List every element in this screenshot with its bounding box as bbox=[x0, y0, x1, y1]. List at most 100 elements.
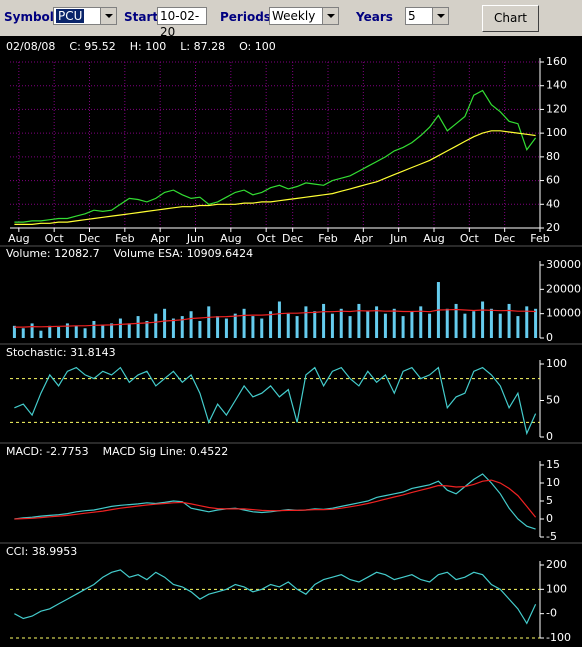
y-tick-label: 10 bbox=[546, 476, 560, 489]
volume-bar bbox=[445, 308, 449, 338]
header-text: MACD: -2.7753 bbox=[6, 445, 89, 458]
volume-bar bbox=[348, 316, 352, 338]
y-tick-label: -5 bbox=[546, 530, 557, 543]
volume-bar bbox=[366, 311, 370, 338]
volume-bar bbox=[198, 320, 202, 338]
charts: 02/08/08 C: 95.52 H: 100 L: 87.28 O: 100 20 40… bbox=[0, 36, 582, 647]
x-tick-label: Apr bbox=[151, 232, 171, 245]
volume-bar bbox=[260, 318, 264, 338]
volume-bar bbox=[489, 308, 493, 338]
y-tick-label: 20 bbox=[546, 221, 560, 234]
x-tick-label: Dec bbox=[79, 232, 100, 245]
volume-bar bbox=[463, 313, 467, 338]
x-tick-label: Oct bbox=[45, 232, 65, 245]
volume-bar bbox=[21, 328, 25, 338]
symbol-value: PCU bbox=[56, 9, 85, 23]
header-text: CCI: 38.9953 bbox=[6, 545, 77, 558]
volume-bar bbox=[304, 306, 308, 338]
volume-bar bbox=[419, 306, 423, 338]
years-select[interactable]: 5 bbox=[405, 7, 449, 25]
toolbar: Symbol PCU Start 10-02-20 Periods Weekly… bbox=[0, 0, 582, 39]
volume-bar bbox=[428, 313, 432, 338]
volume-bar bbox=[12, 325, 16, 338]
volume-bar bbox=[189, 311, 193, 338]
x-tick-label: Feb bbox=[318, 232, 337, 245]
volume-bar bbox=[322, 303, 326, 338]
volume-bar bbox=[498, 313, 502, 338]
volume-bar bbox=[286, 313, 290, 338]
volume-bar bbox=[48, 325, 52, 338]
x-tick-label: Aug bbox=[423, 232, 444, 245]
volume-bar bbox=[357, 303, 361, 338]
volume-bar bbox=[525, 306, 529, 338]
volume-bar bbox=[330, 313, 334, 338]
periods-select[interactable]: Weekly bbox=[269, 7, 339, 25]
volume-bar bbox=[233, 313, 237, 338]
y-tick-label: 30000 bbox=[546, 258, 581, 271]
header-text: 02/08/08 bbox=[6, 40, 55, 53]
volume-bar bbox=[454, 303, 458, 338]
background bbox=[0, 36, 582, 647]
volume-bar bbox=[383, 313, 387, 338]
y-tick-label: 0 bbox=[546, 331, 553, 344]
volume-bar bbox=[242, 308, 246, 338]
volume-bar bbox=[92, 320, 96, 338]
header-text: O: 100 bbox=[239, 40, 276, 53]
volume-bar bbox=[74, 325, 78, 338]
header-text: MACD Sig Line: 0.4522 bbox=[103, 445, 229, 458]
header-text: Volume: 12082.7 bbox=[6, 247, 100, 260]
x-tick-label: Aug bbox=[8, 232, 29, 245]
volume-bar bbox=[295, 316, 299, 338]
volume-bar bbox=[401, 316, 405, 338]
y-tick-label: 60 bbox=[546, 174, 560, 187]
periods-value: Weekly bbox=[272, 9, 316, 23]
y-tick-label: 80 bbox=[546, 150, 560, 163]
volume-bar bbox=[83, 328, 87, 338]
x-tick-label: Feb bbox=[115, 232, 134, 245]
y-tick-label: 100 bbox=[546, 357, 567, 370]
y-tick-label: 140 bbox=[546, 79, 567, 92]
volume-bar bbox=[472, 311, 476, 338]
volume-bar bbox=[180, 316, 184, 338]
y-tick-label: 10000 bbox=[546, 307, 581, 320]
x-tick-label: Jun bbox=[389, 232, 407, 245]
volume-bar bbox=[145, 320, 149, 338]
years-value: 5 bbox=[408, 9, 416, 23]
start-input[interactable]: 10-02-20 bbox=[157, 7, 207, 39]
header-text: H: 100 bbox=[130, 40, 166, 53]
x-tick-label: Oct bbox=[460, 232, 480, 245]
y-tick-label: -0 bbox=[546, 607, 557, 620]
volume-bar bbox=[39, 330, 43, 338]
y-tick-label: -100 bbox=[546, 631, 571, 644]
symbol-select[interactable]: PCU bbox=[53, 7, 117, 25]
volume-bar bbox=[207, 306, 211, 338]
volume-bar bbox=[339, 308, 343, 338]
y-tick-label: 40 bbox=[546, 197, 560, 210]
series-line bbox=[14, 366, 537, 436]
y-tick-label: 120 bbox=[546, 102, 567, 115]
series-line bbox=[14, 130, 536, 225]
chart-button[interactable]: Chart bbox=[482, 5, 539, 32]
volume-bar bbox=[313, 311, 317, 338]
series-line bbox=[14, 89, 537, 223]
x-tick-label: Aug bbox=[220, 232, 241, 245]
volume-bar bbox=[118, 318, 122, 338]
periods-label: Periods bbox=[220, 10, 271, 24]
y-tick-label: 0 bbox=[546, 430, 553, 443]
volume-bar bbox=[216, 316, 220, 338]
series-line bbox=[14, 569, 537, 625]
y-tick-label: 100 bbox=[546, 126, 567, 139]
volume-bar bbox=[224, 318, 228, 338]
volume-bar bbox=[534, 308, 538, 338]
volume-bar bbox=[136, 316, 140, 338]
y-tick-label: 5 bbox=[546, 494, 553, 507]
y-tick-label: 50 bbox=[546, 394, 560, 407]
volume-bar bbox=[392, 308, 396, 338]
volume-bar bbox=[101, 324, 105, 338]
volume-bar bbox=[110, 323, 114, 338]
x-tick-label: Apr bbox=[354, 232, 374, 245]
volume-bar bbox=[516, 316, 520, 338]
x-tick-label: Jun bbox=[186, 232, 204, 245]
y-tick-label: 100 bbox=[546, 582, 567, 595]
